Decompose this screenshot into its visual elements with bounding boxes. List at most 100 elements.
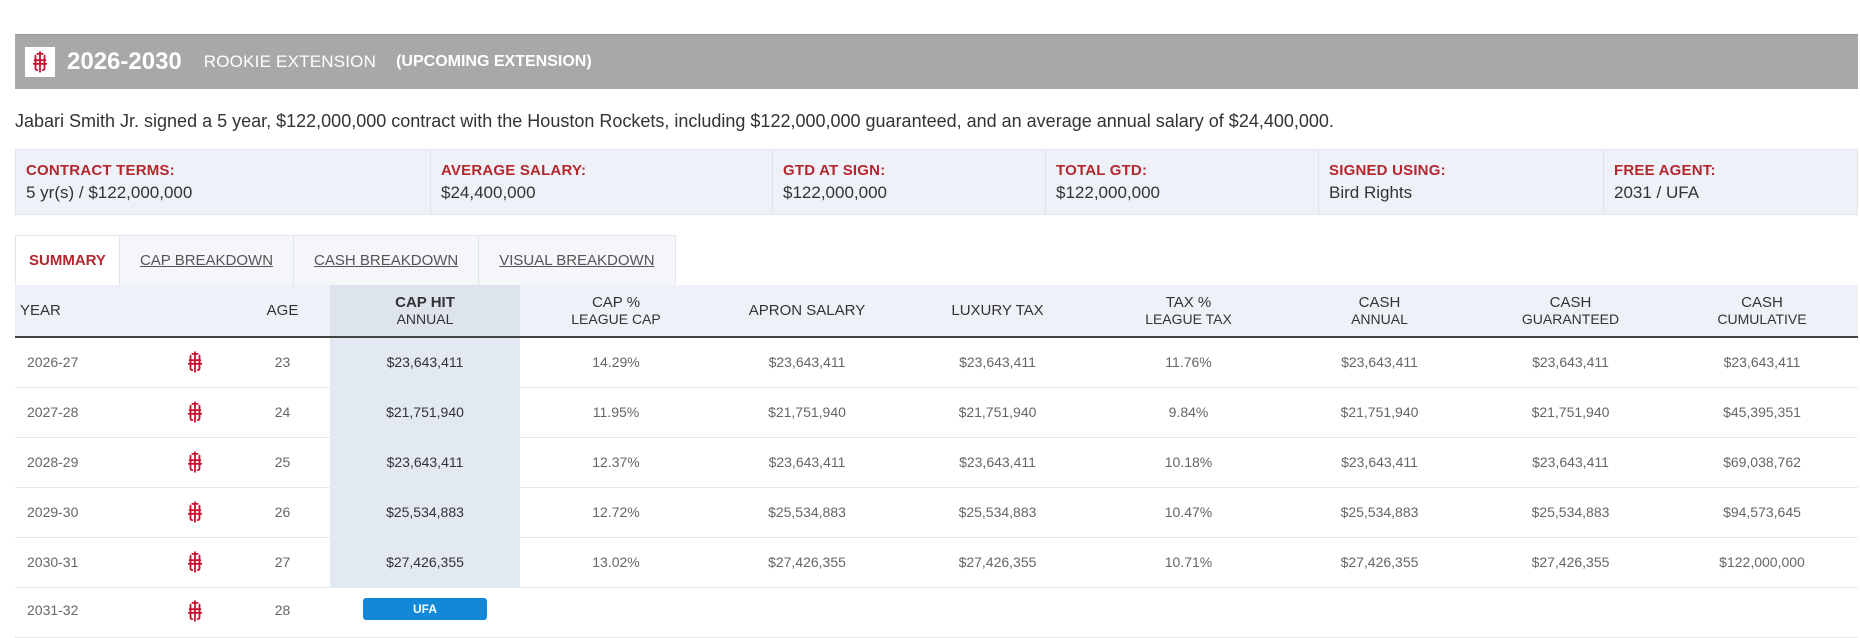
col-cash-guaranteed: CASH GUARANTEED [1475, 285, 1666, 338]
rockets-logo-icon [155, 337, 235, 388]
term-average-salary: AVERAGE SALARY: $24,400,000 [431, 150, 773, 214]
col-cap-pct: CAP % LEAGUE CAP [520, 285, 712, 338]
term-gtd-at-sign: GTD AT SIGN: $122,000,000 [773, 150, 1046, 214]
cell-age: 28 [235, 587, 330, 638]
cell-year: 2029-30 [15, 487, 155, 538]
cell-age: 25 [235, 437, 330, 488]
col-cash-cum-title: CASH [1741, 293, 1783, 311]
cell-cap-hit: $21,751,940 [330, 387, 520, 438]
cell-age: 27 [235, 537, 330, 588]
cell-tax-pct: 10.71% [1093, 537, 1284, 588]
cell-luxury-tax: $23,643,411 [902, 437, 1093, 488]
tab-summary[interactable]: SUMMARY [15, 235, 120, 285]
contract-description: Jabari Smith Jr. signed a 5 year, $122,0… [15, 111, 1334, 131]
cell-cap-hit: $27,426,355 [330, 537, 520, 588]
term-signed-using: SIGNED USING: Bird Rights [1319, 150, 1604, 214]
cell-cash-guaranteed: $27,426,355 [1475, 537, 1666, 588]
term-value: $122,000,000 [783, 183, 887, 202]
rockets-logo-icon [155, 387, 235, 438]
cell-luxury-tax: $21,751,940 [902, 387, 1093, 438]
table-row-free-agency: 2031-32 28 UFA [15, 587, 1858, 638]
col-cash-gtd-sub: GUARANTEED [1521, 310, 1620, 327]
cell-cash-annual: $27,426,355 [1284, 537, 1475, 588]
breakdown-tabs: SUMMARY CAP BREAKDOWN CASH BREAKDOWN VIS… [15, 235, 1858, 285]
cell-cap-pct: 12.37% [520, 437, 712, 488]
table-header-row: YEAR AGE CAP HIT ANNUAL CAP % LEAGUE CAP… [15, 285, 1858, 338]
cell-year: 2028-29 [15, 437, 155, 488]
col-cash-annual-sub: ANNUAL [1351, 310, 1408, 327]
term-value: 2031 / UFA [1614, 183, 1700, 202]
cell-cap-pct: 13.02% [520, 537, 712, 588]
cell-luxury-tax: $25,534,883 [902, 487, 1093, 538]
col-cash-cumulative: CASH CUMULATIVE [1666, 285, 1858, 338]
cell-cash-annual: $25,534,883 [1284, 487, 1475, 538]
cell-cash-guaranteed: $21,751,940 [1475, 387, 1666, 438]
rockets-logo-icon [155, 437, 235, 488]
cell-cap-hit: $25,534,883 [330, 487, 520, 538]
contract-panel: 2026-2030 ROOKIE EXTENSION (UPCOMING EXT… [15, 34, 1858, 638]
col-tax-pct: TAX % LEAGUE TAX [1093, 285, 1284, 338]
col-cash-annual: CASH ANNUAL [1284, 285, 1475, 338]
cell-cap-pct: 14.29% [520, 337, 712, 388]
col-cash-annual-title: CASH [1358, 293, 1401, 311]
col-cash-cum-sub: CUMULATIVE [1717, 310, 1807, 327]
cell-cash-guaranteed: $25,534,883 [1475, 487, 1666, 538]
col-age: AGE [235, 285, 330, 338]
table-row: 2028-29 25 $23,643,411 12.37% $23,643,41… [15, 437, 1858, 488]
cell-cap-hit: $23,643,411 [330, 337, 520, 388]
col-tax-pct-sub: LEAGUE TAX [1145, 310, 1232, 327]
term-value: $24,400,000 [441, 183, 536, 202]
contract-table: YEAR AGE CAP HIT ANNUAL CAP % LEAGUE CAP… [15, 285, 1858, 638]
col-tax-pct-title: TAX % [1165, 293, 1212, 311]
cell-year: 2031-32 [15, 587, 155, 638]
cell-cash-annual: $21,751,940 [1284, 387, 1475, 438]
rockets-logo-icon [155, 537, 235, 588]
cell-cash-cumulative: $122,000,000 [1666, 537, 1858, 588]
term-value: Bird Rights [1329, 183, 1413, 202]
cell-cash-annual: $23,643,411 [1284, 437, 1475, 488]
cell-cash-cumulative: $69,038,762 [1666, 437, 1858, 488]
table-row: 2030-31 27 $27,426,355 13.02% $27,426,35… [15, 537, 1858, 588]
cell-cap-pct: 12.72% [520, 487, 712, 538]
tab-visual-breakdown[interactable]: VISUAL BREAKDOWN [479, 235, 676, 285]
col-logo [155, 285, 235, 338]
rockets-logo-icon [155, 487, 235, 538]
ufa-badge: UFA [363, 597, 487, 620]
cell-cash-guaranteed: $23,643,411 [1475, 337, 1666, 388]
col-cash-gtd-title: CASH [1549, 293, 1592, 311]
cell-tax-pct: 10.47% [1093, 487, 1284, 538]
cell-empty [520, 587, 1858, 638]
col-luxury-tax: LUXURY TAX [902, 285, 1093, 338]
cell-cash-annual: $23,643,411 [1284, 337, 1475, 388]
cell-cap-pct: 11.95% [520, 387, 712, 438]
cell-apron-salary: $23,643,411 [712, 337, 902, 388]
cell-year: 2027-28 [15, 387, 155, 438]
tab-cash-breakdown[interactable]: CASH BREAKDOWN [294, 235, 480, 285]
cell-luxury-tax: $27,426,355 [902, 537, 1093, 588]
col-cap-pct-sub: LEAGUE CAP [571, 310, 661, 327]
rockets-logo-icon [155, 587, 235, 638]
cell-cash-cumulative: $23,643,411 [1666, 337, 1858, 388]
cell-ufa: UFA [330, 587, 520, 638]
term-value: $122,000,000 [1056, 183, 1160, 202]
cell-tax-pct: 9.84% [1093, 387, 1284, 438]
term-free-agent: FREE AGENT: 2031 / UFA [1604, 150, 1857, 214]
contract-type: ROOKIE EXTENSION [203, 52, 377, 71]
col-apron-salary: APRON SALARY [712, 285, 902, 338]
col-year: YEAR [15, 285, 155, 338]
col-cap-hit-title: CAP HIT [395, 293, 455, 311]
tab-cap-breakdown[interactable]: CAP BREAKDOWN [119, 235, 295, 285]
cell-tax-pct: 11.76% [1093, 337, 1284, 388]
rockets-logo-icon [25, 47, 55, 77]
col-cap-hit-sub: ANNUAL [396, 310, 454, 327]
term-label: SIGNED USING: [1329, 162, 1446, 179]
table-row: 2026-27 23 $23,643,411 14.29% $23,643,41… [15, 337, 1858, 388]
term-value: 5 yr(s) / $122,000,000 [26, 183, 193, 202]
contract-header: 2026-2030 ROOKIE EXTENSION (UPCOMING EXT… [15, 34, 1858, 89]
cell-luxury-tax: $23,643,411 [902, 337, 1093, 388]
term-label: GTD AT SIGN: [783, 162, 886, 179]
contract-years: 2026-2030 [67, 48, 182, 75]
contract-terms: CONTRACT TERMS: 5 yr(s) / $122,000,000 A… [15, 149, 1858, 215]
cell-age: 26 [235, 487, 330, 538]
cell-apron-salary: $21,751,940 [712, 387, 902, 438]
